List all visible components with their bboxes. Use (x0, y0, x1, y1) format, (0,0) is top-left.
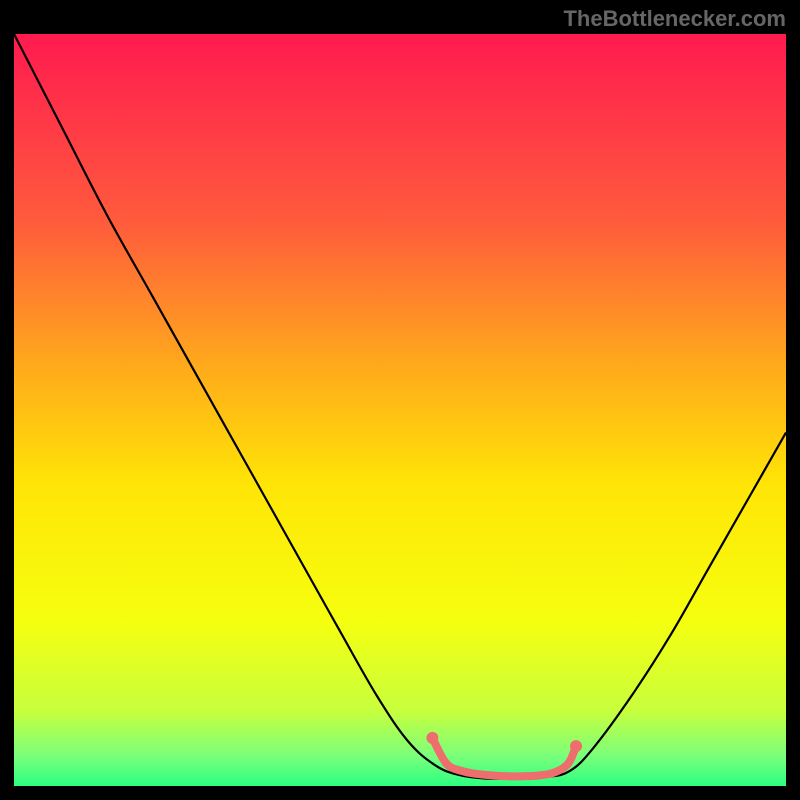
chart-plot-area (14, 34, 786, 786)
chart-background-gradient (14, 34, 786, 786)
watermark-text: TheBottlenecker.com (563, 6, 786, 32)
